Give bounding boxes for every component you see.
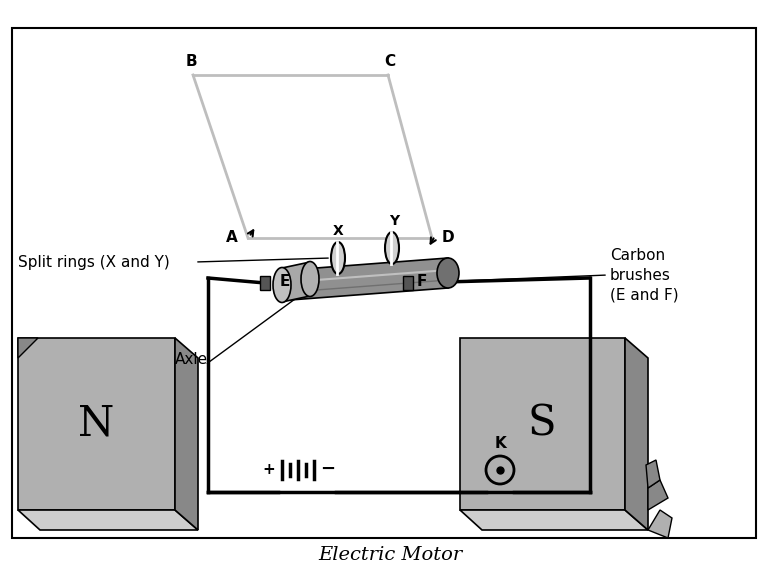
Polygon shape — [646, 460, 660, 488]
Polygon shape — [18, 338, 38, 358]
Polygon shape — [625, 338, 648, 530]
Text: +: + — [262, 461, 275, 477]
Text: Axle: Axle — [175, 352, 208, 368]
Polygon shape — [18, 510, 198, 530]
Ellipse shape — [301, 262, 319, 296]
Text: −: − — [320, 460, 335, 478]
Polygon shape — [175, 338, 198, 530]
Text: Split rings (X and Y): Split rings (X and Y) — [18, 255, 170, 270]
Text: N: N — [78, 403, 114, 445]
Polygon shape — [18, 338, 175, 510]
Polygon shape — [260, 276, 270, 290]
Text: B: B — [185, 54, 197, 69]
Text: E: E — [280, 274, 290, 288]
Text: S: S — [528, 403, 556, 445]
Polygon shape — [648, 510, 672, 538]
Text: D: D — [442, 231, 455, 246]
Text: Y: Y — [389, 214, 399, 228]
Polygon shape — [290, 258, 448, 300]
Polygon shape — [460, 338, 625, 510]
Polygon shape — [460, 510, 648, 530]
Text: F: F — [417, 274, 427, 288]
Ellipse shape — [385, 232, 399, 264]
Text: X: X — [333, 224, 343, 238]
Text: A: A — [227, 231, 238, 246]
Polygon shape — [282, 262, 310, 302]
Ellipse shape — [437, 258, 459, 288]
Ellipse shape — [331, 242, 345, 274]
Text: Electric Motor: Electric Motor — [318, 546, 462, 564]
Ellipse shape — [273, 267, 291, 303]
Bar — [12, 28, 756, 538]
Polygon shape — [648, 480, 668, 510]
Text: Carbon
brushes
(E and F): Carbon brushes (E and F) — [610, 248, 679, 302]
Polygon shape — [403, 276, 413, 290]
Text: C: C — [385, 54, 396, 69]
Text: K: K — [494, 436, 506, 451]
